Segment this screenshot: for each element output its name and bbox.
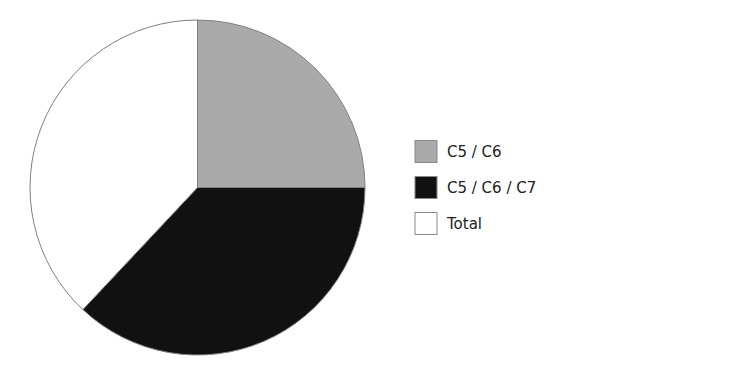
legend-item: C5 / C6 / C7 (415, 177, 536, 199)
legend-label: C5 / C6 (447, 143, 502, 161)
chart-root: C5 / C6 C5 / C6 / C7 Total (0, 0, 748, 375)
legend-swatch (415, 141, 437, 163)
legend: C5 / C6 C5 / C6 / C7 Total (415, 141, 536, 235)
legend-item: C5 / C6 (415, 141, 502, 163)
pie-slice (30, 20, 198, 310)
legend-item: Total (415, 213, 482, 235)
legend-label: C5 / C6 / C7 (447, 179, 536, 197)
legend-swatch (415, 177, 437, 199)
legend-swatch (415, 213, 437, 235)
legend-label: Total (446, 215, 482, 233)
pie-slice (198, 20, 366, 188)
pie (30, 20, 365, 355)
